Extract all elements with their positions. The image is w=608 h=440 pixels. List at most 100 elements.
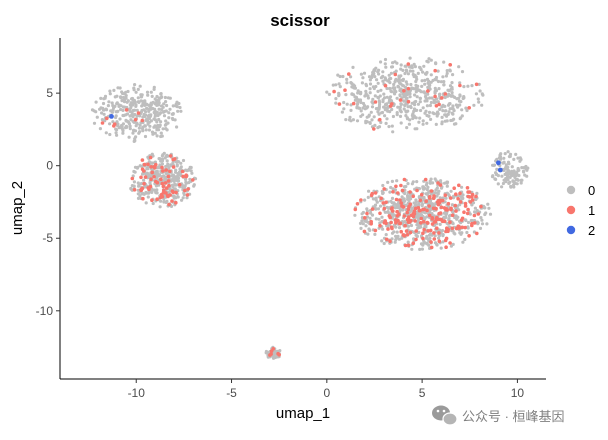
y-ticks: 5 0 -5 -10 <box>36 86 60 318</box>
point-1 <box>448 220 452 224</box>
point-0 <box>379 120 383 125</box>
point-0 <box>147 107 152 111</box>
point-1 <box>421 207 425 212</box>
point-0 <box>466 84 470 88</box>
point-0 <box>406 195 410 199</box>
point-0 <box>368 87 372 91</box>
point-1 <box>389 225 394 229</box>
point-1 <box>405 210 410 215</box>
point-0 <box>434 122 438 126</box>
point-0 <box>179 109 183 113</box>
point-0 <box>140 192 144 196</box>
point-0 <box>137 126 141 130</box>
point-1 <box>445 208 450 212</box>
point-0 <box>498 155 503 159</box>
point-1 <box>458 83 462 88</box>
point-0 <box>155 110 159 114</box>
point-0 <box>505 167 509 171</box>
point-1 <box>402 233 407 238</box>
point-0 <box>438 233 442 238</box>
point-1 <box>432 237 437 241</box>
point-0 <box>114 110 118 114</box>
point-1 <box>479 204 483 209</box>
point-0 <box>396 105 400 109</box>
point-0 <box>355 102 360 106</box>
point-1 <box>418 198 423 203</box>
point-0 <box>98 127 102 131</box>
legend-swatch-0 <box>566 185 576 195</box>
point-0 <box>396 202 400 206</box>
point-1 <box>161 190 166 195</box>
point-0 <box>100 111 104 115</box>
point-1 <box>398 98 403 102</box>
point-0 <box>440 115 444 119</box>
point-0 <box>427 210 432 214</box>
point-0 <box>179 161 183 165</box>
point-0 <box>166 121 170 125</box>
point-0 <box>158 123 162 127</box>
point-0 <box>383 62 387 66</box>
point-0 <box>362 104 367 108</box>
point-0 <box>351 65 355 69</box>
point-0 <box>160 162 164 166</box>
point-0 <box>135 166 139 170</box>
point-0 <box>385 102 389 106</box>
point-0 <box>155 94 159 99</box>
point-0 <box>100 118 104 122</box>
point-0 <box>380 215 384 219</box>
point-0 <box>114 131 118 135</box>
point-0 <box>132 180 136 184</box>
point-0 <box>480 218 484 222</box>
point-0 <box>474 92 478 96</box>
point-1 <box>427 204 431 208</box>
point-1 <box>363 216 367 220</box>
point-0 <box>407 199 411 203</box>
point-1 <box>136 111 141 115</box>
point-0 <box>108 92 112 96</box>
point-1 <box>132 188 137 192</box>
x-axis-label: umap_1 <box>276 405 330 422</box>
point-0 <box>418 89 422 93</box>
point-0 <box>476 222 480 226</box>
point-0 <box>509 173 513 177</box>
point-0 <box>393 240 397 244</box>
point-0 <box>373 94 377 98</box>
point-1 <box>403 223 407 228</box>
point-0 <box>364 84 369 88</box>
point-0 <box>140 93 144 97</box>
point-1 <box>399 229 404 234</box>
point-0 <box>390 65 395 69</box>
point-1 <box>444 229 448 234</box>
point-0 <box>155 169 159 173</box>
point-0 <box>369 211 373 215</box>
point-0 <box>98 107 102 111</box>
point-0 <box>399 121 403 125</box>
point-1 <box>408 190 412 194</box>
point-0 <box>394 225 398 229</box>
point-0 <box>433 91 437 95</box>
point-0 <box>132 128 136 132</box>
point-1 <box>369 222 374 226</box>
point-1 <box>387 214 392 218</box>
point-0 <box>447 110 451 114</box>
point-1 <box>427 213 432 218</box>
point-0 <box>153 131 157 135</box>
point-1 <box>362 229 367 234</box>
point-0 <box>411 113 415 117</box>
point-1 <box>373 228 378 233</box>
point-0 <box>348 115 352 119</box>
point-0 <box>95 115 99 119</box>
point-0 <box>517 173 521 178</box>
point-0 <box>472 103 476 107</box>
point-1 <box>406 86 411 91</box>
point-1 <box>403 243 408 248</box>
legend-swatch-2 <box>566 225 576 235</box>
point-1 <box>100 121 105 125</box>
point-1 <box>167 183 171 188</box>
point-0 <box>363 198 367 202</box>
point-0 <box>147 120 151 124</box>
point-0 <box>463 237 467 242</box>
point-0 <box>474 197 478 202</box>
point-0 <box>440 120 444 124</box>
point-1 <box>390 102 394 106</box>
